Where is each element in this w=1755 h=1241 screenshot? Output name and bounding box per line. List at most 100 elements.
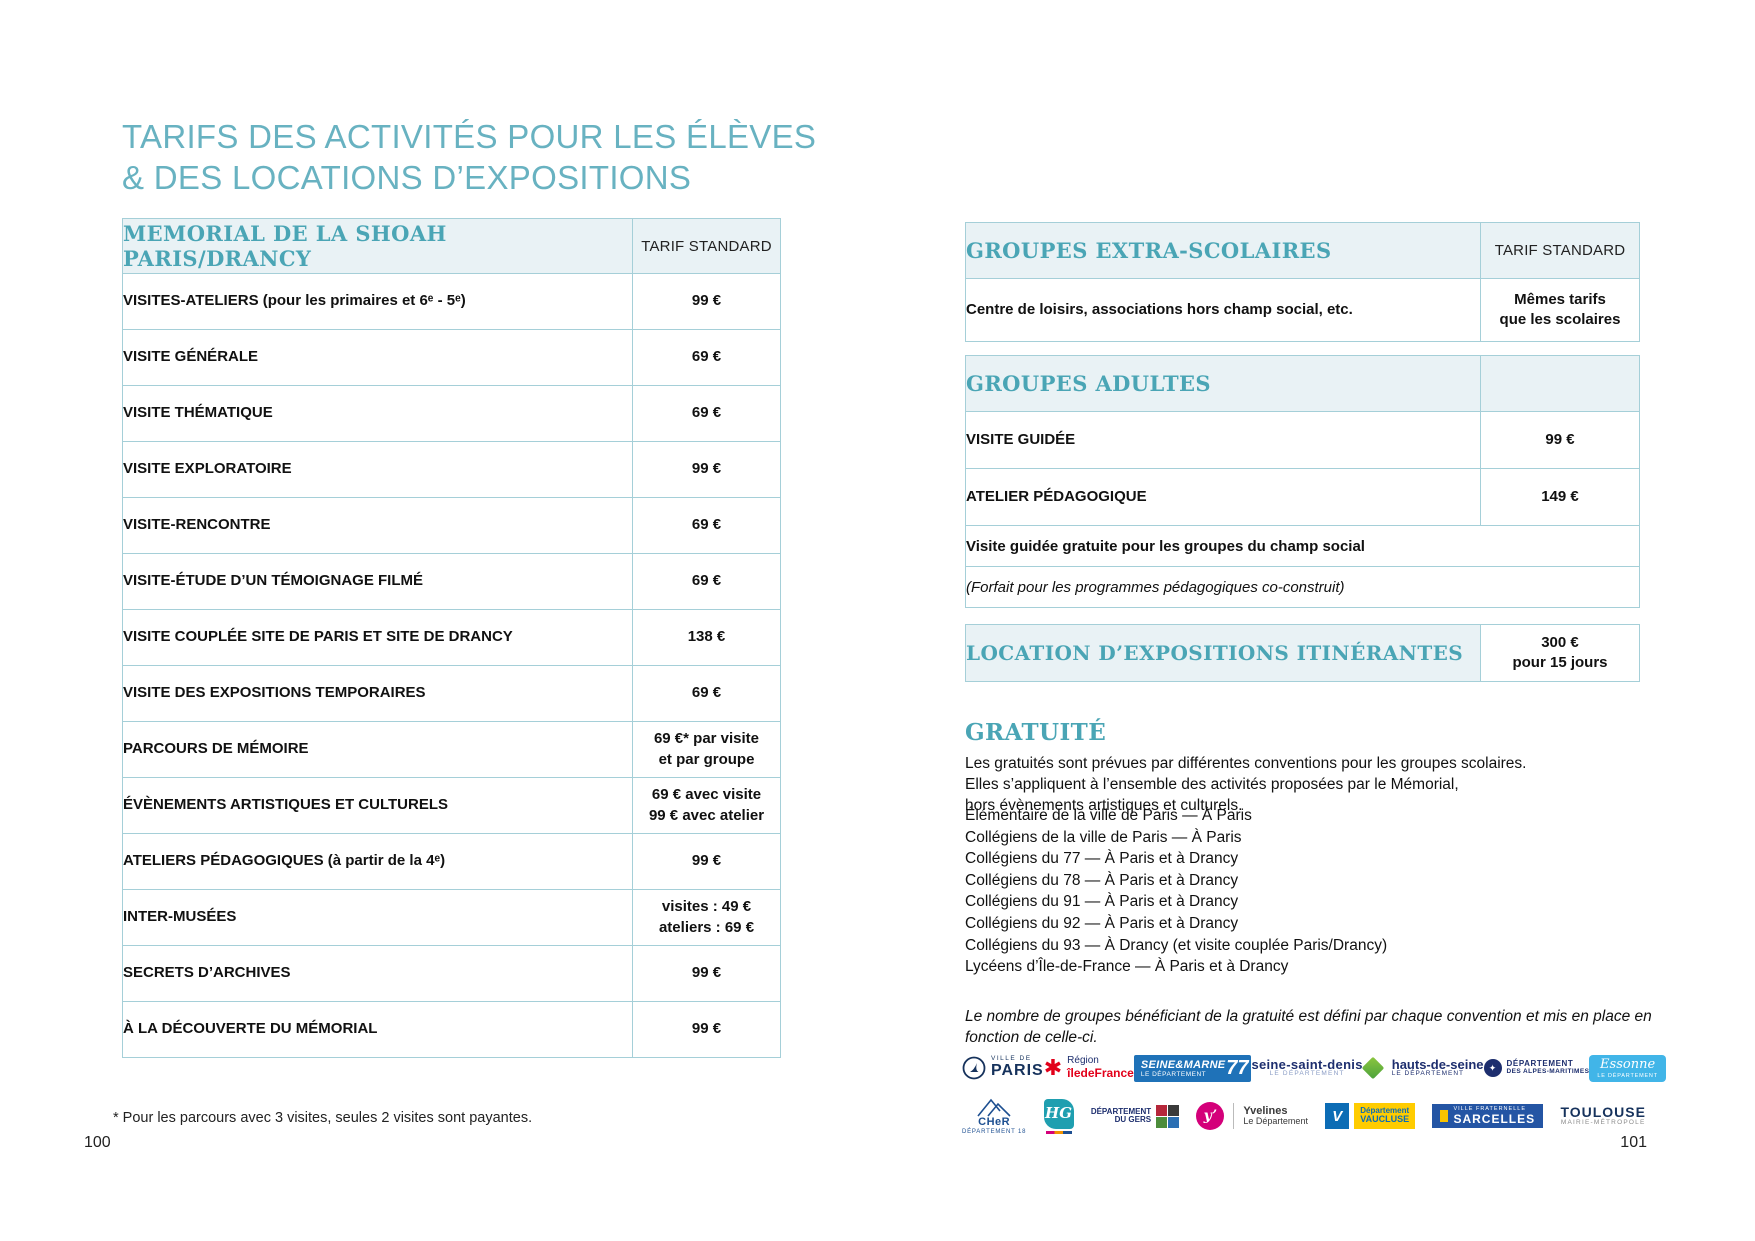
paris-boat-icon (962, 1056, 986, 1080)
logo-yvelines: y’ Yvelines Le Département (1196, 1102, 1308, 1130)
star-icon: ✱ (1043, 1055, 1063, 1080)
tariff-table-extra-scolaires: GROUPES EXTRA-SCOLAIRES TARIF STANDARD C… (965, 222, 1640, 342)
list-item: Collégiens du 91 — À Paris et à Drancy (965, 893, 1239, 911)
note-forfait: (Forfait pour les programmes pédagogique… (965, 566, 1640, 608)
activity-label: INTER-MUSÉES (122, 889, 633, 946)
table-row: INTER-MUSÉES visites : 49 € ateliers : 6… (122, 889, 781, 946)
activity-price: 99 € (1480, 411, 1640, 469)
table-row: ÉVÈNEMENTS ARTISTIQUES ET CULTURELS 69 €… (122, 777, 781, 834)
gratuite-heading: GRATUITÉ (965, 719, 1107, 747)
activity-price: 99 € (632, 1001, 781, 1058)
logo-hauts-de-seine: hauts-de-seine LE DÉPARTEMENT (1361, 1056, 1484, 1080)
diamond-icon (1361, 1056, 1385, 1080)
activity-price: 69 € (632, 497, 781, 554)
activity-price: 69 € (632, 553, 781, 610)
logo-region-ile-de-france: ✱ Région îledeFrance (1043, 1055, 1134, 1080)
table-header-row: GROUPES EXTRA-SCOLAIRES TARIF STANDARD (965, 222, 1640, 279)
activity-label: PARCOURS DE MÉMOIRE (122, 721, 633, 778)
logo-seine-saint-denis: seine-saint-denis LE DÉPARTEMENT (1251, 1056, 1363, 1078)
note-champ-social: Visite guidée gratuite pour les groupes … (965, 525, 1640, 567)
activity-price: visites : 49 € ateliers : 69 € (632, 889, 781, 946)
activity-label: VISITE COUPLÉE SITE DE PARIS ET SITE DE … (122, 609, 633, 666)
activity-label: ATELIER PÉDAGOGIQUE (965, 468, 1481, 526)
table-row: ATELIERS PÉDAGOGIQUES (à partir de la 4ᵉ… (122, 833, 781, 890)
logo-ville-de-paris: VILLE DE PARIS (962, 1055, 1044, 1080)
activity-price: 99 € (632, 945, 781, 1002)
table-row: VISITE-ÉTUDE D’UN TÉMOIGNAGE FILMÉ 69 € (122, 553, 781, 610)
table-row: À LA DÉCOUVERTE DU MÉMORIAL 99 € (122, 1001, 781, 1058)
sarcelles-mark-icon (1440, 1109, 1449, 1122)
table-row: VISITE COUPLÉE SITE DE PARIS ET SITE DE … (122, 609, 781, 666)
list-item: Collégiens de la ville de Paris — À Pari… (965, 828, 1242, 846)
logo-seine-et-marne: SEINE&MARNE LE DÉPARTEMENT 77 (1133, 1054, 1252, 1082)
logo-vaucluse: V Département VAUCLUSE (1325, 1103, 1416, 1129)
page-number-right: 101 (1620, 1134, 1647, 1151)
footnote: * Pour les parcours avec 3 visites, seul… (113, 1110, 533, 1126)
list-item: Collégiens du 92 — À Paris et à Drancy (965, 914, 1239, 932)
activity-price: 149 € (1480, 468, 1640, 526)
table-title-location: LOCATION D’EXPOSITIONS ITINÉRANTES (965, 624, 1481, 682)
table-header-row: MEMORIAL DE LA SHOAH PARIS/DRANCY TARIF … (122, 218, 781, 274)
page-title-line1: TARIFS DES ACTIVITÉS POUR LES ÉLÈVES (122, 118, 817, 156)
column-header-empty (1480, 355, 1640, 412)
color-bar (1045, 1130, 1072, 1134)
logo-haute-garonne: HG (1043, 1098, 1074, 1134)
logo-essonne: Essonne LE DÉPARTEMENT (1589, 1054, 1666, 1082)
table-row: VISITE EXPLORATOIRE 99 € (122, 441, 781, 498)
activity-price: 69 € (632, 385, 781, 442)
tariff-table-scolaires: MEMORIAL DE LA SHOAH PARIS/DRANCY TARIF … (122, 218, 781, 1058)
activity-label: VISITES-ATELIERS (pour les primaires et … (122, 273, 633, 330)
gratuite-list: Élémentaire de la ville de Paris — À Par… (965, 805, 1655, 978)
activity-label: SECRETS D’ARCHIVES (122, 945, 633, 1002)
activity-price: 99 € (632, 833, 781, 890)
activity-label: Centre de loisirs, associations hors cha… (965, 278, 1481, 342)
activity-label: À LA DÉCOUVERTE DU MÉMORIAL (122, 1001, 633, 1058)
activity-price: 69 €* par visite et par groupe (632, 721, 781, 778)
table-title-scolaires: MEMORIAL DE LA SHOAH PARIS/DRANCY (122, 218, 633, 274)
table-row: VISITE DES EXPOSITIONS TEMPORAIRES 69 € (122, 665, 781, 722)
circle-emblem-icon: ✦ (1483, 1059, 1502, 1077)
location-price: 300 € pour 15 jours (1480, 624, 1640, 682)
photo-mosaic (1156, 1104, 1180, 1128)
table-row: VISITE GÉNÉRALE 69 € (122, 329, 781, 386)
logo-cher: CHeR DÉPARTEMENT 18 (962, 1097, 1026, 1135)
yvelines-y-icon: y’ (1196, 1102, 1225, 1130)
table-title-adultes: GROUPES ADULTES (965, 355, 1481, 412)
partner-logos-row-2: CHeR DÉPARTEMENT 18 HG DÉPARTEMENT DU GE… (962, 1092, 1646, 1140)
activity-label: VISITE-RENCONTRE (122, 497, 633, 554)
table-row: SECRETS D’ARCHIVES 99 € (122, 945, 781, 1002)
table-row: PARCOURS DE MÉMOIRE 69 €* par visite et … (122, 721, 781, 778)
table-note-row: (Forfait pour les programmes pédagogique… (965, 566, 1640, 608)
table-row: VISITE GUIDÉE 99 € (965, 411, 1640, 469)
page-number-left: 100 (84, 1134, 111, 1151)
table-row: VISITE THÉMATIQUE 69 € (122, 385, 781, 442)
activity-label: ATELIERS PÉDAGOGIQUES (à partir de la 4ᵉ… (122, 833, 633, 890)
activity-label: VISITE EXPLORATOIRE (122, 441, 633, 498)
gratuite-note: Le nombre de groupes bénéficiant de la g… (965, 1007, 1652, 1046)
gratuite-intro: Les gratuités sont prévues par différent… (965, 754, 1527, 814)
table-row: VISITE-RENCONTRE 69 € (122, 497, 781, 554)
mountain-icon (977, 1098, 1011, 1117)
activity-label: VISITE-ÉTUDE D’UN TÉMOIGNAGE FILMÉ (122, 553, 633, 610)
divider (1233, 1103, 1235, 1129)
table-header-row: GROUPES ADULTES (965, 355, 1640, 412)
activity-label: VISITE THÉMATIQUE (122, 385, 633, 442)
table-row: VISITES-ATELIERS (pour les primaires et … (122, 273, 781, 330)
logo-sarcelles: VILLE FRATERNELLE SARCELLES (1432, 1103, 1544, 1129)
activity-price: 99 € (632, 273, 781, 330)
activity-label: VISITE GUIDÉE (965, 411, 1481, 469)
list-item: Collégiens du 77 — À Paris et à Drancy (965, 850, 1239, 868)
list-item: Collégiens du 78 — À Paris et à Drancy (965, 871, 1239, 889)
activity-price: 69 € (632, 329, 781, 386)
activity-price: Mêmes tarifs que les scolaires (1480, 278, 1640, 342)
activity-label: VISITE GÉNÉRALE (122, 329, 633, 386)
activity-label: ÉVÈNEMENTS ARTISTIQUES ET CULTURELS (122, 777, 633, 834)
tariff-table-location-expositions: LOCATION D’EXPOSITIONS ITINÉRANTES 300 €… (965, 624, 1640, 682)
column-header-tarif-standard: TARIF STANDARD (632, 218, 781, 274)
column-header-tarif-standard: TARIF STANDARD (1480, 222, 1640, 279)
page-title-line2: & DES LOCATIONS D’EXPOSITIONS (122, 159, 692, 197)
table-header-row: LOCATION D’EXPOSITIONS ITINÉRANTES 300 €… (965, 624, 1640, 682)
logo-gers: DÉPARTEMENT DU GERS (1091, 1104, 1180, 1128)
partner-logos-row-1: VILLE DE PARIS ✱ Région îledeFrance SEIN… (962, 1046, 1666, 1090)
